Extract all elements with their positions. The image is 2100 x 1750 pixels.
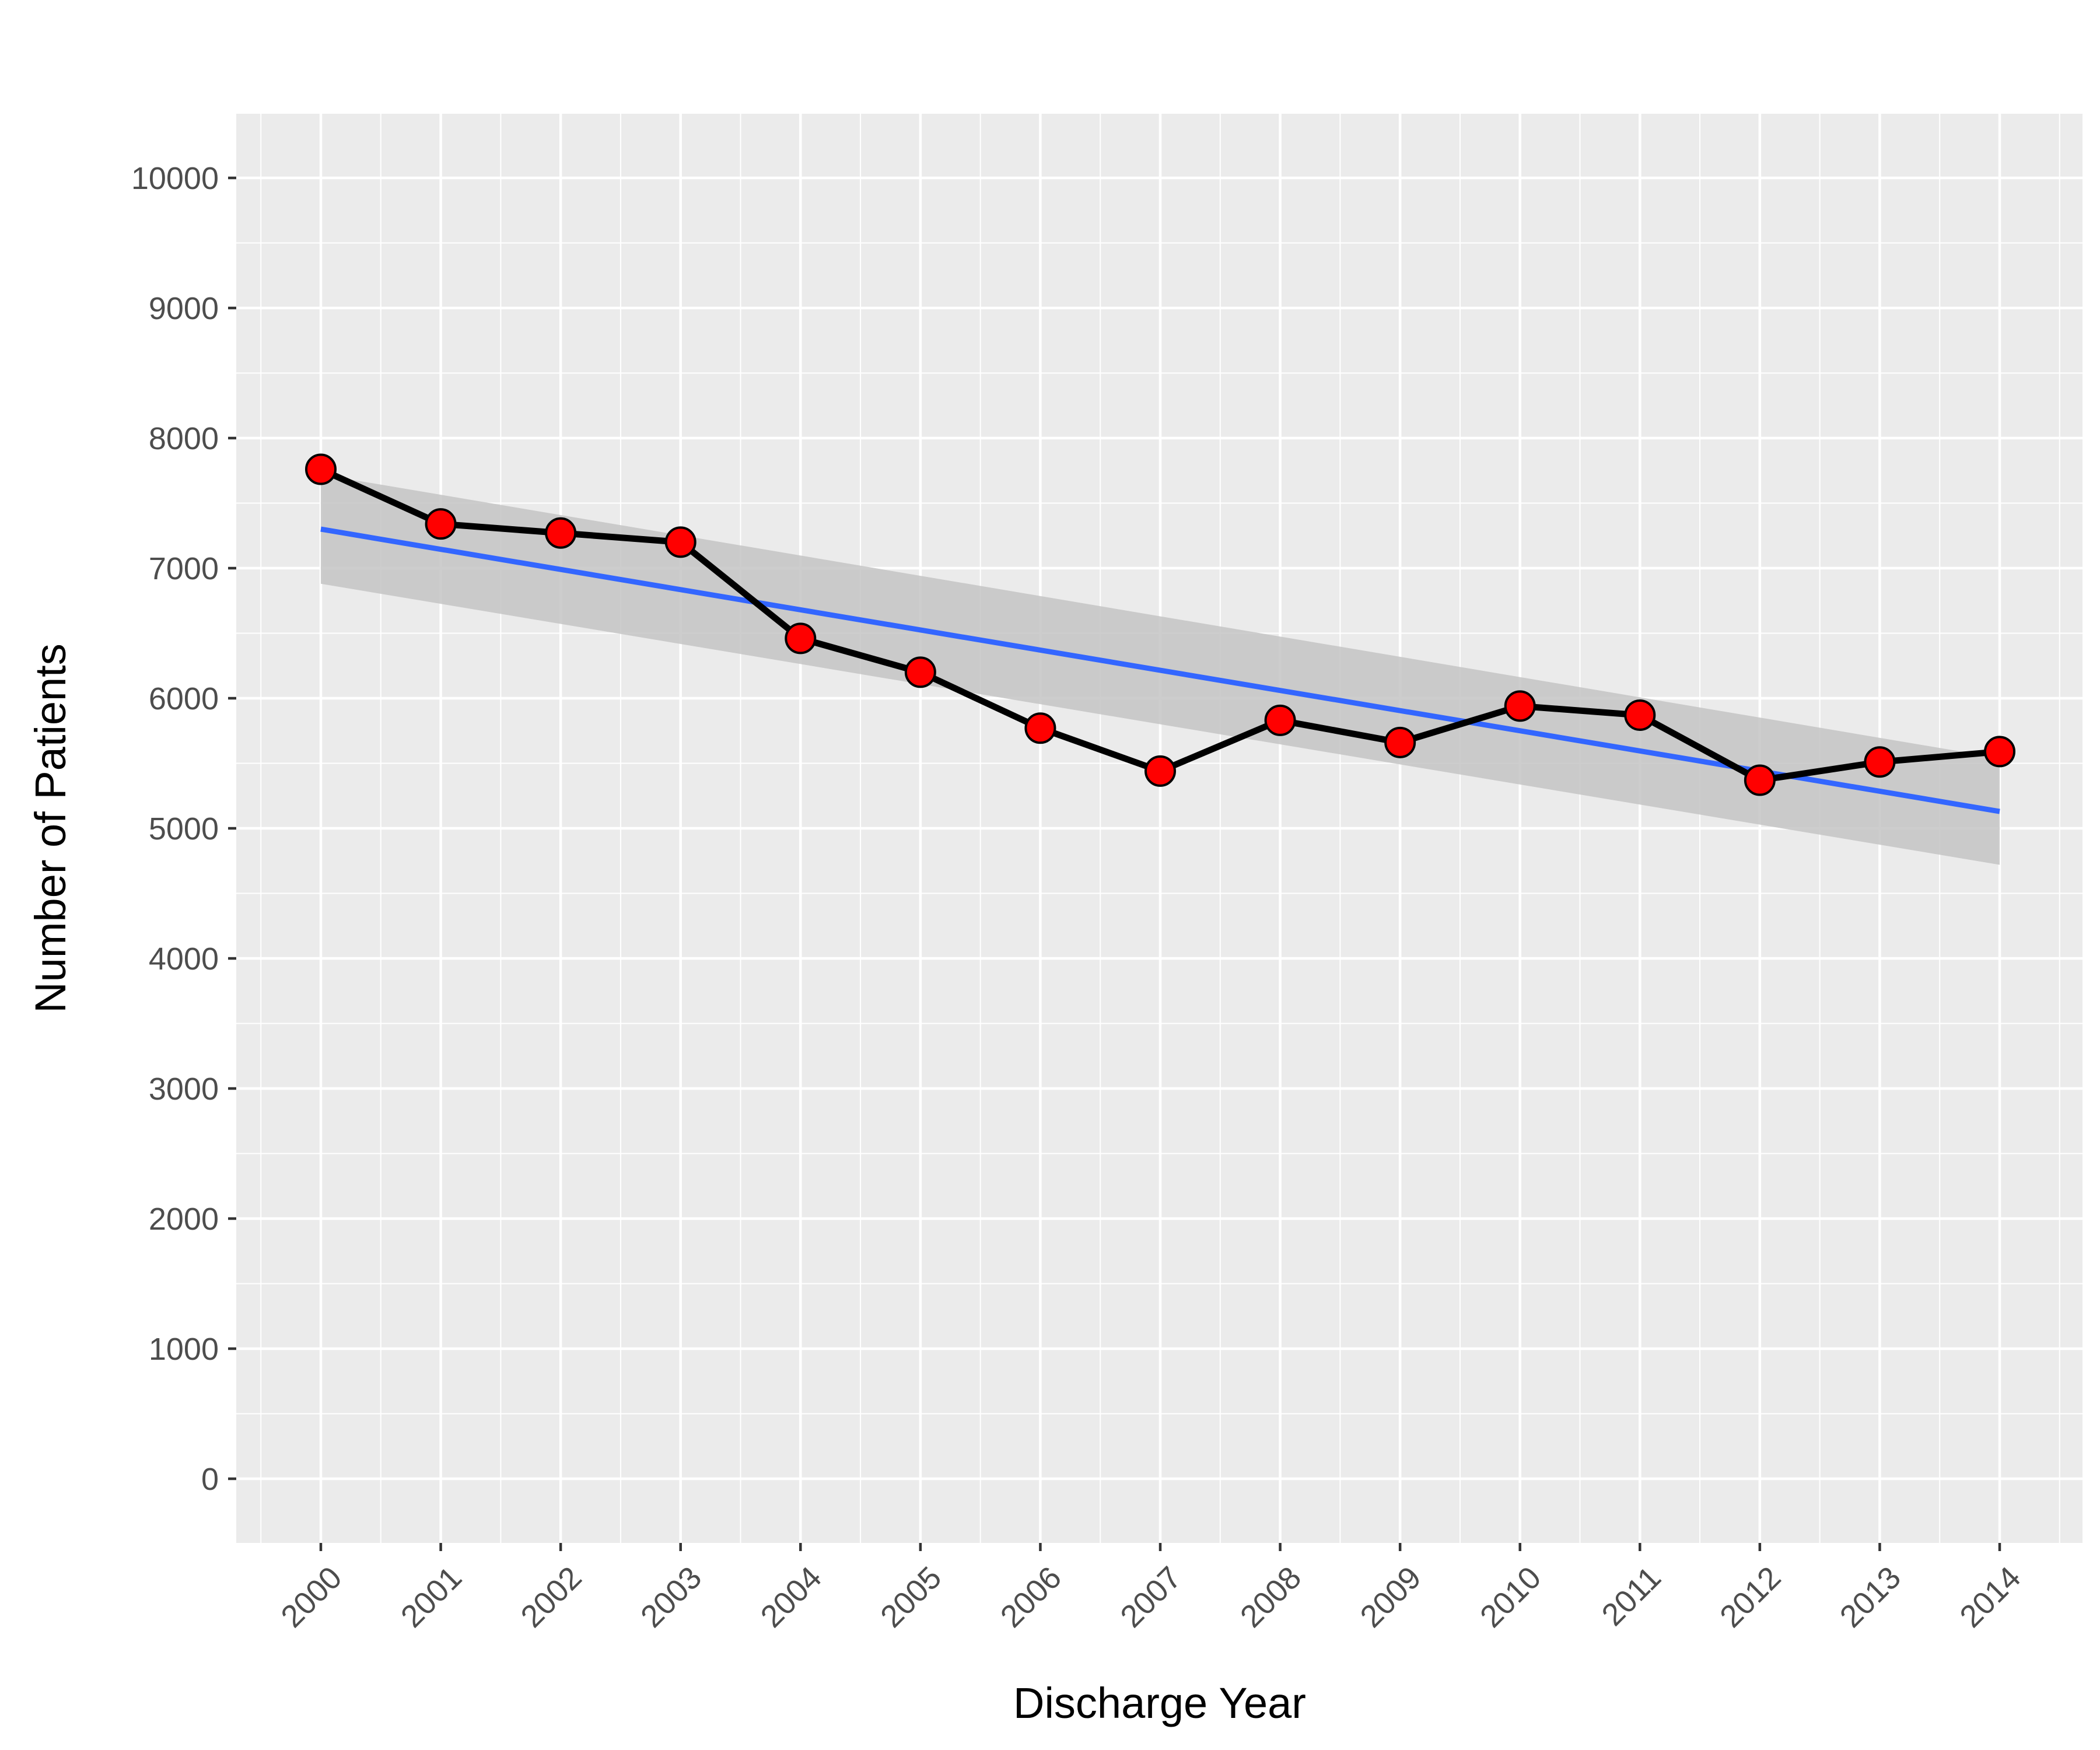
data-point xyxy=(1144,755,1176,787)
y-axis-ticks: 0 1000 2000 3000 4000 5000 6000 7000 8000 9000 100… xyxy=(131,161,236,1497)
y-axis-title: Number of Patients xyxy=(26,643,75,1013)
y-tick-label: 8000 xyxy=(149,421,219,456)
data-point xyxy=(785,622,817,654)
y-tick-label: 3000 xyxy=(149,1072,219,1107)
data-point xyxy=(1384,726,1416,758)
y-tick-label: 5000 xyxy=(149,811,219,846)
data-point xyxy=(1744,764,1776,796)
data-point xyxy=(305,453,337,485)
data-points xyxy=(305,453,2015,796)
data-point xyxy=(1864,746,1896,778)
data-point xyxy=(904,656,936,688)
data-point xyxy=(1024,712,1056,744)
y-tick-label: 0 xyxy=(201,1462,219,1497)
trend-line xyxy=(320,526,2000,814)
x-axis-title: Discharge Year xyxy=(1013,1679,1306,1727)
y-tick-label: 6000 xyxy=(149,681,219,716)
data-point xyxy=(1264,704,1296,736)
data-point xyxy=(1624,699,1656,731)
y-tick-label: 2000 xyxy=(149,1202,219,1237)
major-gridlines xyxy=(236,114,2082,1543)
y-tick-label: 1000 xyxy=(149,1332,219,1367)
y-tick-label: 4000 xyxy=(149,942,219,977)
y-tick-label: 7000 xyxy=(149,551,219,586)
y-tick-label: 9000 xyxy=(149,291,219,326)
data-point xyxy=(545,517,577,549)
y-tick-label: 10000 xyxy=(131,161,219,196)
data-point xyxy=(1984,736,2015,768)
data-point xyxy=(1504,690,1536,722)
data-point xyxy=(425,508,457,540)
data-point xyxy=(664,526,696,558)
